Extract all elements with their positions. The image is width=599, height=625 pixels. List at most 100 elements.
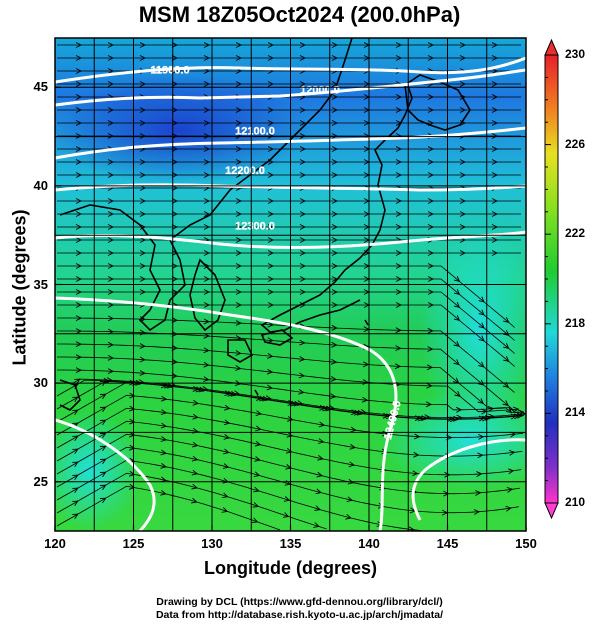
streamline-arrow — [267, 337, 274, 344]
streamline-arrow — [491, 250, 499, 256]
streamline-arrow — [427, 250, 435, 256]
streamline-arrow — [477, 398, 484, 405]
chart-title: MSM 18Z05Oct2024 (200.0hPa) — [138, 2, 461, 27]
streamline-arrow — [331, 198, 339, 204]
streamline-arrow — [299, 172, 307, 178]
plot-area: 11900.012000.012100.012200.012300.012400… — [55, 38, 526, 531]
y-tick-label: 30 — [33, 375, 48, 391]
streamline-arrow — [171, 120, 179, 126]
streamline-arrow — [510, 413, 518, 420]
streamline-arrow — [506, 486, 514, 493]
streamline-arrow — [502, 400, 509, 407]
streamline-arrow — [413, 451, 420, 458]
streamline-arrow — [235, 42, 243, 48]
colorbar-label: 210 — [565, 495, 586, 509]
streamline-arrow — [267, 276, 275, 282]
streamline-arrow — [107, 250, 115, 256]
contour-label: 12100.0 — [235, 126, 275, 138]
streamline-arrow — [72, 474, 79, 480]
streamline-arrow — [267, 133, 275, 139]
streamline-arrow — [235, 159, 243, 165]
streamline-arrow — [75, 276, 83, 282]
svg-text:12100.0: 12100.0 — [235, 126, 275, 138]
streamline-arrow — [459, 42, 467, 48]
streamline-arrow — [476, 471, 483, 477]
streamline-arrow — [267, 289, 275, 295]
x-tick-label: 140 — [358, 536, 380, 551]
streamline-arrow — [267, 263, 275, 269]
streamline-arrow — [75, 263, 83, 269]
streamline-arrow — [75, 367, 83, 374]
streamline-arrow — [266, 384, 274, 391]
streamline — [57, 369, 524, 414]
streamline — [56, 433, 521, 495]
streamline-arrow — [203, 42, 211, 48]
y-tick-label: 45 — [33, 79, 48, 95]
streamline-arrow — [453, 359, 460, 366]
streamline-arrow — [99, 419, 107, 426]
streamline-arrow — [347, 478, 355, 485]
streamline-arrow — [473, 509, 481, 515]
colorbar — [544, 38, 559, 520]
streamline-arrow — [235, 211, 243, 217]
contour-label: 12000.0 — [300, 84, 340, 96]
streamline — [57, 356, 519, 413]
streamline-arrow — [299, 81, 307, 87]
streamline-arrow — [203, 120, 211, 126]
svg-text:12200.0: 12200.0 — [225, 165, 265, 177]
streamline-arrow — [267, 224, 275, 230]
streamline-arrow — [251, 517, 259, 523]
streamline-arrow — [330, 393, 337, 400]
streamline-arrow — [107, 55, 115, 61]
x-axis-label: Longitude (degrees) — [203, 558, 377, 578]
streamline-arrow — [478, 296, 485, 303]
streamline-arrow — [299, 159, 307, 165]
streamline-arrow — [107, 276, 115, 282]
streamline — [56, 381, 525, 423]
cyan-region-southwest — [55, 410, 140, 530]
streamline-arrow — [75, 302, 83, 308]
streamline-arrow — [107, 211, 115, 217]
streamline-arrow — [224, 404, 231, 411]
streamline-arrow — [191, 455, 199, 462]
streamline-arrow — [508, 449, 516, 456]
streamline-arrow — [72, 448, 79, 454]
streamline-arrow — [427, 276, 435, 282]
streamline-arrow — [139, 289, 147, 295]
streamline-arrow — [491, 94, 499, 100]
streamline-arrow — [427, 107, 435, 113]
streamline-arrow — [223, 419, 231, 426]
streamline-arrow — [475, 490, 482, 496]
streamline-arrow — [299, 42, 307, 48]
x-tick-label: 145 — [436, 536, 459, 551]
streamline-arrow — [459, 107, 467, 113]
streamline-arrow — [75, 159, 83, 165]
streamline-arrow — [491, 224, 499, 230]
streamline — [57, 291, 515, 354]
contour-label: 12300.0 — [235, 220, 275, 232]
streamline-arrow — [129, 405, 136, 412]
streamline-arrow — [72, 409, 79, 415]
streamline-arrow — [478, 415, 486, 422]
axis-ticks — [54, 86, 527, 531]
streamline-arrow — [503, 343, 510, 349]
streamline-arrow — [459, 198, 467, 204]
streamline-arrow — [75, 55, 83, 61]
streamline-arrow — [107, 81, 115, 87]
streamline-arrow — [99, 432, 107, 439]
streamline-arrow — [459, 159, 467, 165]
streamline-arrow — [75, 250, 83, 256]
streamline-arrow — [425, 401, 433, 408]
streamline-arrow — [235, 350, 242, 356]
streamline-arrow — [267, 42, 275, 48]
streamline-arrow — [75, 146, 83, 152]
streamline-arrow — [395, 107, 403, 113]
streamline-arrow — [459, 55, 467, 61]
streamline-arrow — [128, 483, 136, 490]
streamline-arrow — [254, 440, 262, 447]
streamline-arrow — [331, 146, 339, 152]
streamline-arrow — [222, 492, 229, 499]
svg-text:11900.0: 11900.0 — [150, 65, 189, 77]
streamline-arrow — [331, 94, 339, 100]
streamline-arrow — [107, 133, 115, 139]
